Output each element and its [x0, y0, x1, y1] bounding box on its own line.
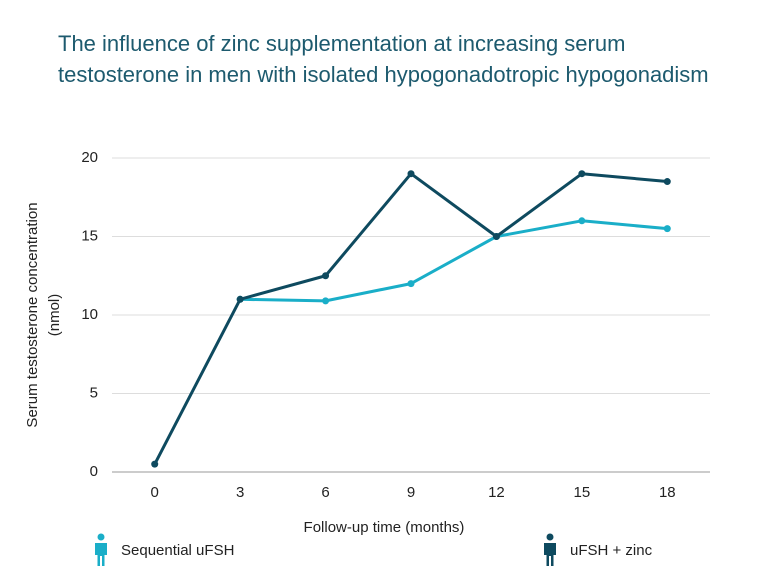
- legend-label: uFSH + zinc: [570, 542, 653, 559]
- legend-label: Sequential uFSH: [121, 542, 234, 559]
- data-point: [407, 280, 415, 288]
- legend-item: Sequential uFSH: [95, 533, 234, 566]
- y-tick-label: 15: [81, 227, 98, 244]
- x-tick-label: 3: [236, 484, 244, 501]
- data-point: [322, 297, 330, 305]
- x-axis-title: Follow-up time (months): [304, 519, 465, 536]
- data-point: [151, 460, 159, 468]
- y-tick-label: 5: [90, 384, 98, 401]
- y-axis-title: Serum testosterone concentration (nmol): [24, 202, 63, 427]
- data-point: [578, 217, 586, 225]
- legend-icon-body: [95, 543, 107, 566]
- x-tick-label: 6: [321, 484, 329, 501]
- legend-icon-head: [546, 533, 554, 541]
- data-point: [236, 295, 244, 303]
- x-tick-label: 12: [488, 484, 505, 501]
- y-tick-label: 10: [81, 306, 98, 323]
- data-point: [407, 170, 415, 178]
- legend-icon-head: [97, 533, 105, 541]
- chart-title: The influence of zinc supplementation at…: [58, 31, 709, 87]
- data-point: [578, 170, 586, 178]
- data-point: [322, 272, 330, 280]
- legend-item: uFSH + zinc: [544, 533, 653, 566]
- x-tick-label: 9: [407, 484, 415, 501]
- y-axis-title-line: (nmol): [46, 294, 63, 337]
- legend-icon-body: [544, 543, 556, 566]
- y-axis-title-line: Serum testosterone concentration: [24, 202, 41, 427]
- x-tick-label: 18: [659, 484, 676, 501]
- series-line: [153, 172, 668, 465]
- data-point: [492, 233, 500, 240]
- data-point: [663, 178, 671, 186]
- x-tick-label: 15: [574, 484, 591, 501]
- x-tick-label: 0: [151, 484, 159, 501]
- y-tick-label: 0: [90, 463, 98, 480]
- y-tick-label: 20: [81, 149, 98, 166]
- data-point: [663, 225, 671, 233]
- series-line: [240, 219, 668, 303]
